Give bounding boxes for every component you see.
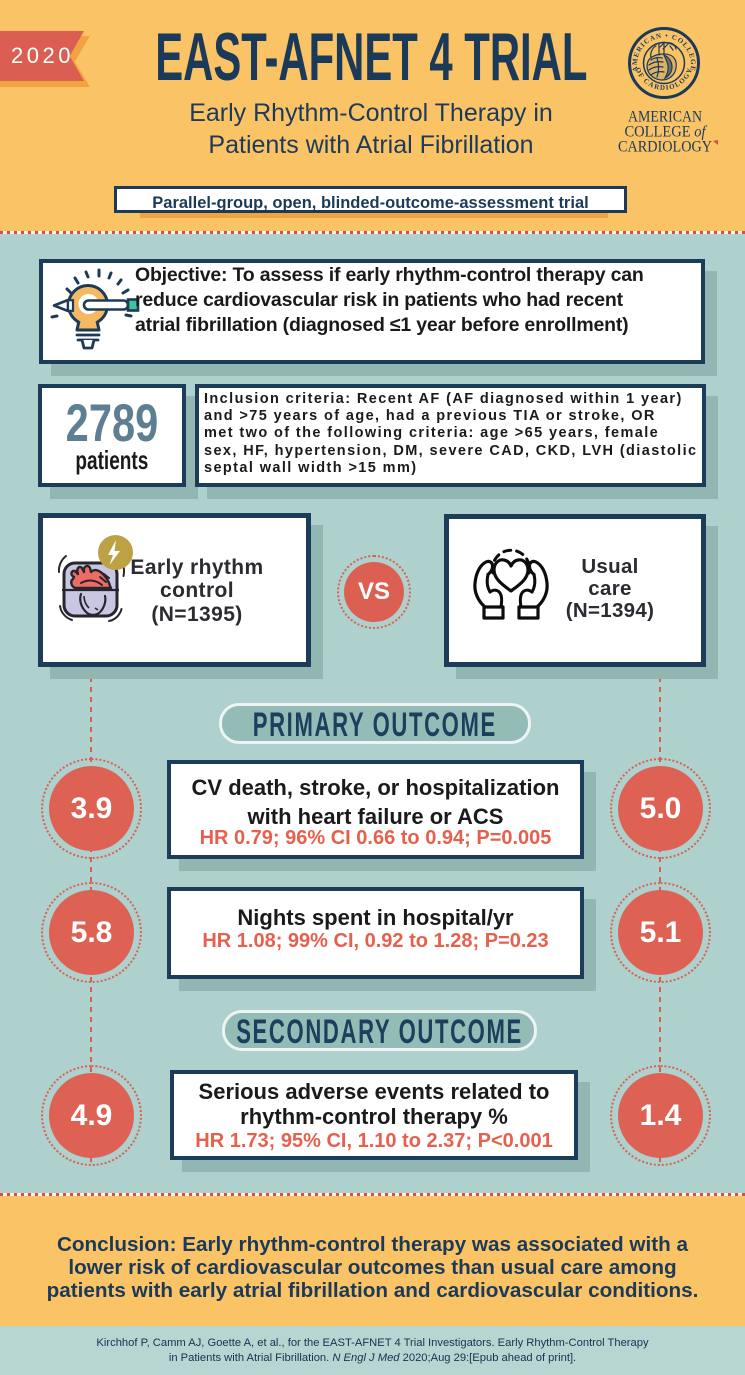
svg-text:CARDIOLOGY: CARDIOLOGY [618,139,712,156]
svg-text:AMERICAN: AMERICAN [628,109,702,126]
svg-text:COLLEGE of: COLLEGE of [625,124,709,141]
